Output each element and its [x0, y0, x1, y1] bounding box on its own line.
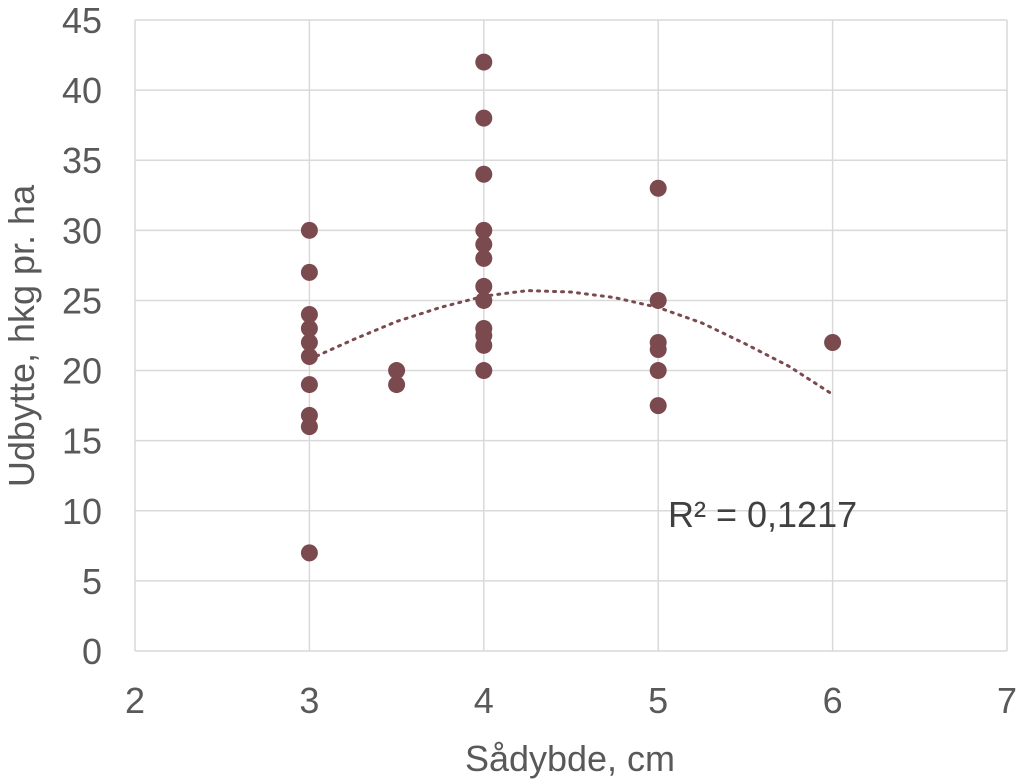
data-point [300, 376, 318, 394]
data-point [475, 291, 493, 309]
data-point [300, 263, 318, 281]
x-axis-tick-labels: 2 3 4 5 6 7 [125, 680, 1016, 721]
y-tick-label: 5 [82, 561, 102, 602]
data-point [649, 179, 667, 197]
data-point [475, 235, 493, 253]
y-axis-title: Udbytte, hkg pr. ha [1, 184, 42, 487]
data-point [475, 165, 493, 183]
x-tick-label: 5 [648, 680, 668, 721]
data-points [300, 53, 842, 562]
y-tick-label: 30 [62, 210, 102, 251]
x-axis-title: Sådybde, cm [465, 738, 675, 779]
data-point [300, 544, 318, 562]
data-point [300, 348, 318, 366]
data-point [475, 221, 493, 239]
y-tick-label: 40 [62, 70, 102, 111]
data-point [300, 334, 318, 352]
y-tick-label: 10 [62, 491, 102, 532]
x-tick-label: 3 [299, 680, 319, 721]
data-point [824, 334, 842, 352]
y-tick-label: 25 [62, 280, 102, 321]
grid-lines [134, 19, 1008, 652]
r-squared-annotation: R² = 0,1217 [668, 494, 857, 535]
x-tick-label: 2 [125, 680, 145, 721]
data-point [475, 336, 493, 354]
y-tick-label: 45 [62, 0, 102, 41]
y-tick-label: 15 [62, 421, 102, 462]
data-point [475, 53, 493, 71]
data-point [475, 109, 493, 127]
data-point [300, 319, 318, 337]
y-tick-label: 35 [62, 140, 102, 181]
data-point [475, 249, 493, 267]
data-point [475, 277, 493, 295]
data-point [388, 362, 406, 380]
data-point [649, 362, 667, 380]
x-tick-label: 4 [474, 680, 494, 721]
x-tick-label: 7 [997, 680, 1016, 721]
data-point [300, 221, 318, 239]
trendline [307, 289, 835, 396]
data-point [649, 397, 667, 415]
data-point [300, 418, 318, 436]
data-point [475, 362, 493, 380]
data-point [388, 376, 406, 394]
y-tick-label: 20 [62, 351, 102, 392]
data-point [649, 341, 667, 359]
data-point [300, 305, 318, 323]
y-tick-label: 0 [82, 631, 102, 672]
data-point [649, 291, 667, 309]
x-tick-label: 6 [823, 680, 843, 721]
y-axis-tick-labels: 0 5 10 15 20 25 30 35 40 45 [62, 0, 102, 672]
